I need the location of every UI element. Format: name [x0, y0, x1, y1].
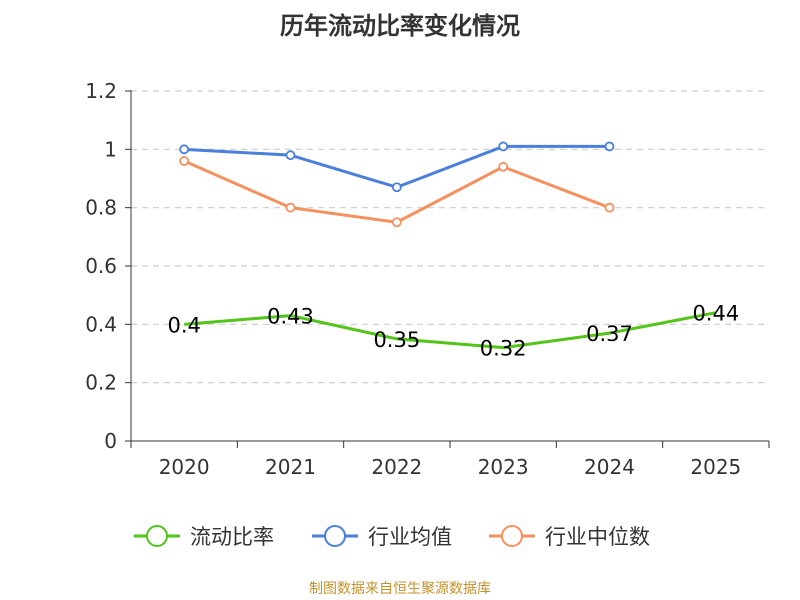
y-tick-label-0.4: 0.4: [85, 312, 117, 336]
x-tick-label-2021: 2021: [265, 455, 316, 479]
data-point-2-2024: [604, 202, 615, 213]
legend-label-industry-median: 行业中位数: [545, 525, 650, 549]
legend-item-current-ratio[interactable]: 流动比率: [132, 521, 274, 551]
legend-label-current-ratio: 流动比率: [190, 525, 274, 549]
data-point-2-2023: [498, 161, 509, 172]
x-tick-label-2023: 2023: [478, 455, 529, 479]
y-tick-label-1.2: 1.2: [85, 79, 117, 103]
legend-item-industry-median[interactable]: 行业中位数: [487, 521, 650, 551]
legend-item-industry-mean[interactable]: 行业均值: [310, 521, 452, 551]
data-point-1-2022: [391, 182, 402, 193]
y-tick-label-0.2: 0.2: [85, 371, 117, 395]
y-tick-label-1: 1: [104, 137, 117, 161]
data-label-2021: 0.43: [267, 305, 314, 329]
legend-marker-current-ratio: [134, 525, 180, 547]
series-line-1: [184, 144, 610, 189]
y-tick-label-0.6: 0.6: [85, 254, 117, 278]
data-point-1-2023: [498, 141, 509, 152]
series-line-0: [184, 311, 717, 350]
data-point-1-2024: [604, 141, 615, 152]
x-tick-label-2022: 2022: [371, 455, 422, 479]
data-point-1-2021: [285, 150, 296, 161]
data-label-2020: 0.4: [167, 313, 200, 337]
data-label-2022: 0.35: [373, 328, 420, 352]
chart-legend: 流动比率 行业均值 行业中位数: [0, 521, 800, 551]
data-label-2025: 0.44: [692, 302, 739, 326]
data-label-2024: 0.37: [586, 322, 633, 346]
source-note: 制图数据来自恒生聚源数据库: [309, 581, 491, 597]
legend-label-industry-mean: 行业均值: [368, 525, 452, 549]
data-point-1-2020: [179, 144, 190, 155]
data-point-2-2020: [179, 156, 190, 166]
x-tick-label-2024: 2024: [584, 455, 635, 479]
x-tick-label-2020: 2020: [159, 455, 210, 479]
y-tick-label-0: 0: [104, 429, 117, 453]
data-point-2-2022: [391, 217, 402, 228]
legend-marker-industry-mean: [312, 525, 358, 547]
data-label-2023: 0.32: [480, 337, 527, 361]
data-point-2-2021: [285, 202, 296, 213]
x-tick-label-2025: 2025: [690, 455, 741, 479]
chart-title: 历年流动比率变化情况: [280, 12, 520, 40]
y-tick-label-0.8: 0.8: [85, 196, 117, 220]
legend-marker-industry-median: [489, 525, 535, 547]
